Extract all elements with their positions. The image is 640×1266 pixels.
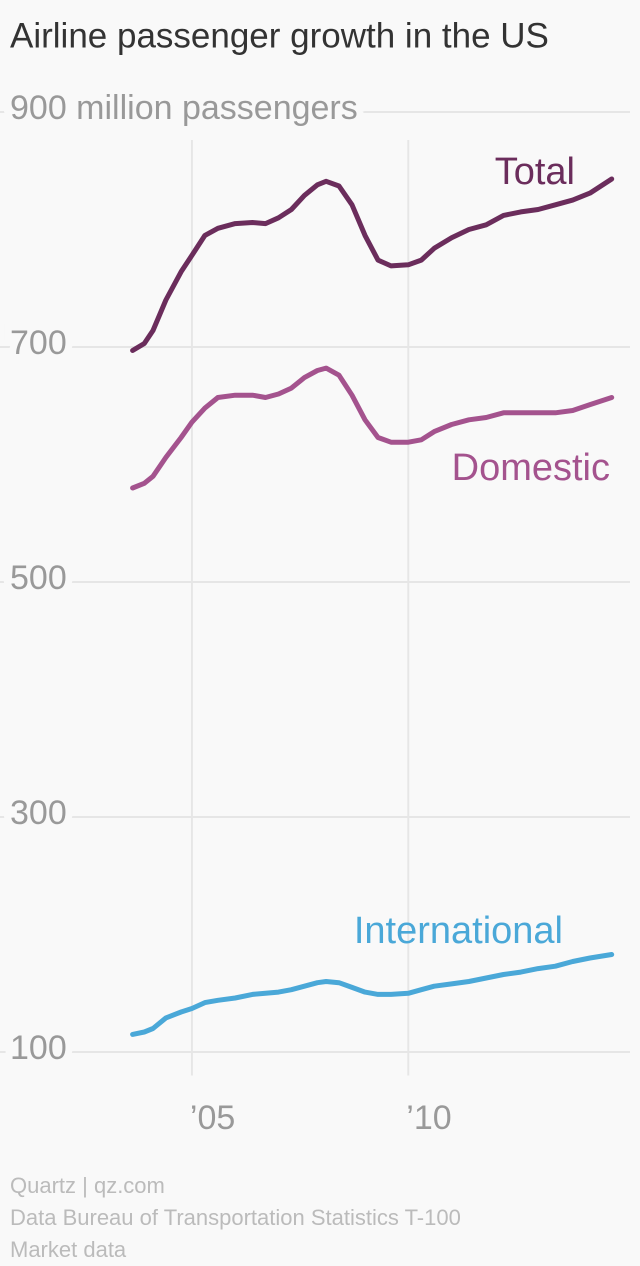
line [130,952,615,1037]
chart-title: Airline passenger growth in the US [10,16,549,55]
chart: Airline passenger growth in the US ’05 ’1… [0,16,630,1137]
series-label: Domestic [452,447,610,489]
series-label: Total [495,151,575,193]
series-label: International [354,910,563,952]
y-tick-label: 900 million passengers [10,89,358,127]
line [130,176,615,353]
y-tick-label: 300 [10,794,67,832]
note: Data Bureau of Transportation Statistics… [10,1205,461,1262]
line [130,365,615,491]
x-tick-label: ’10 [406,1099,451,1137]
y-tick-label: 700 [10,324,67,362]
y-tick-label: 100 [10,1029,67,1067]
y-tick-label: 500 [10,559,67,597]
x-tick-label: ’05 [190,1099,235,1137]
source: Quartz | qz.com [10,1173,165,1198]
